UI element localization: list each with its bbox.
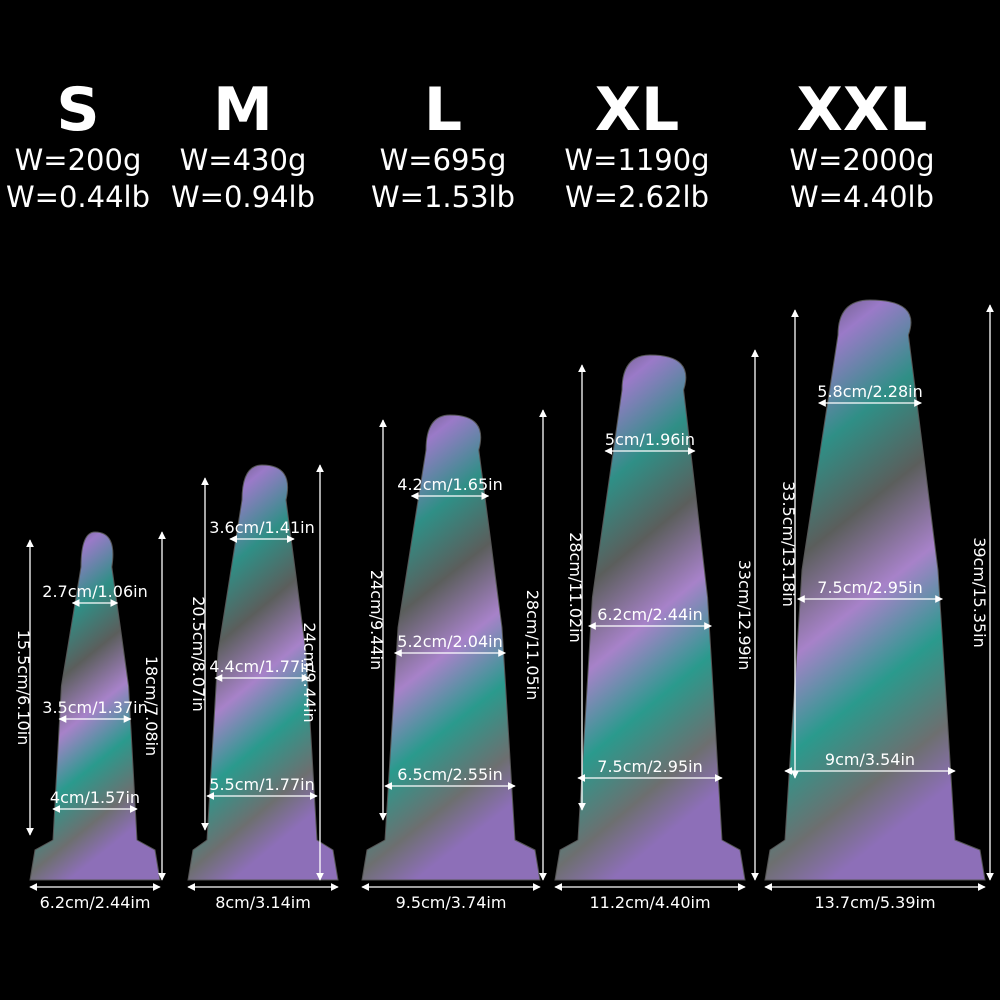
weight: W=0.94lb <box>171 180 315 214</box>
weight: W=430g <box>180 143 307 177</box>
diameter-label: 9cm/3.54in <box>825 750 915 769</box>
weight: W=2000g <box>789 143 934 177</box>
diameter-label: 3.5cm/1.37in <box>42 698 147 717</box>
weight: W=0.44lb <box>6 180 150 214</box>
height-label: 18cm/7.08in <box>142 656 161 756</box>
size-name: XL <box>595 75 680 145</box>
diameter-label: 5.2cm/2.04in <box>397 632 502 651</box>
diameter-label: 6.2cm/2.44in <box>597 605 702 624</box>
weight: W=4.40lb <box>790 180 934 214</box>
diameter-label: 7.5cm/2.95in <box>597 757 702 776</box>
height-label: 33.5cm/13.18in <box>779 481 798 607</box>
product-silhouette <box>764 299 986 881</box>
diameter-label: 3.6cm/1.41in <box>209 518 314 537</box>
base-label: 6.2cm/2.44im <box>40 893 151 912</box>
base-label: 13.7cm/5.39im <box>814 893 935 912</box>
diameter-label: 4.2cm/1.65in <box>397 475 502 494</box>
weight: W=695g <box>380 143 507 177</box>
height-label: 39cm/15.35in <box>970 537 989 648</box>
weight: W=1.53lb <box>371 180 515 214</box>
height-label: 24cm/9.44in <box>300 622 319 722</box>
base-label: 11.2cm/4.40im <box>589 893 710 912</box>
product-silhouette <box>554 354 746 881</box>
diameter-label: 6.5cm/2.55in <box>397 765 502 784</box>
size-name: XXL <box>797 75 928 145</box>
size-name: L <box>424 75 462 145</box>
height-label: 33cm/12.99in <box>735 560 754 671</box>
diameter-label: 4.4cm/1.77in <box>209 657 314 676</box>
product-silhouette <box>187 464 339 881</box>
height-label: 20.5cm/8.07in <box>189 596 208 712</box>
product-silhouette <box>29 531 161 881</box>
diameter-label: 2.7cm/1.06in <box>42 582 147 601</box>
diameter-label: 4cm/1.57in <box>50 788 140 807</box>
base-label: 8cm/3.14im <box>215 893 311 912</box>
size-name: S <box>56 75 99 145</box>
weight: W=200g <box>15 143 142 177</box>
height-label: 28cm/11.02in <box>566 532 585 643</box>
height-label: 24cm/9.44in <box>367 570 386 670</box>
height-label: 28cm/11.05in <box>523 590 542 701</box>
base-label: 9.5cm/3.74im <box>396 893 507 912</box>
size-name: M <box>213 75 273 145</box>
weight: W=1190g <box>564 143 709 177</box>
diameter-label: 7.5cm/2.95in <box>817 578 922 597</box>
diameter-label: 5cm/1.96in <box>605 430 695 449</box>
height-label: 15.5cm/6.10in <box>14 630 33 746</box>
diameter-label: 5.8cm/2.28in <box>817 382 922 401</box>
weight: W=2.62lb <box>565 180 709 214</box>
diameter-label: 5.5cm/1.77in <box>209 775 314 794</box>
product-silhouette <box>361 414 541 881</box>
